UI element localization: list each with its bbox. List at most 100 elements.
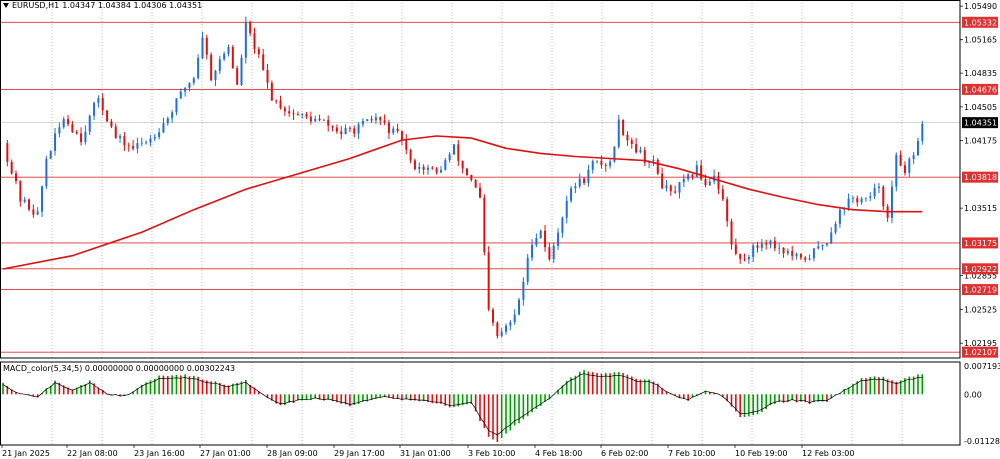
level-price-badge	[962, 171, 998, 183]
candle-body	[695, 165, 698, 177]
candle-body	[357, 124, 360, 134]
macd-histogram	[2, 369, 924, 443]
candle-body	[41, 186, 44, 212]
time-tick-label: 22 Jan 08:00	[67, 449, 118, 458]
chart-header: EURUSD,H1 1.04347 1.04384 1.04306 1.0435…	[3, 1, 202, 10]
candle-body	[496, 322, 499, 337]
price-tick-label: 1.04175	[964, 137, 997, 146]
candle-body	[374, 117, 377, 121]
candle-body	[353, 128, 356, 134]
candle-body	[483, 197, 486, 253]
candle-body	[682, 179, 685, 183]
candle-body	[665, 185, 668, 189]
candle-body	[288, 111, 291, 114]
candle-body	[318, 118, 321, 121]
candle-body	[426, 167, 429, 170]
candle-body	[661, 173, 664, 189]
candle-body	[292, 113, 295, 115]
candle-body	[62, 119, 65, 128]
candle-body	[500, 331, 503, 337]
candle-body	[795, 253, 798, 256]
candle-body	[283, 108, 286, 112]
candle-body	[687, 174, 690, 180]
candle-body	[799, 253, 802, 258]
candle-body	[908, 159, 911, 173]
price-tick-label: 1.02855	[964, 272, 997, 281]
candle-body	[32, 209, 35, 215]
candle-body	[487, 252, 490, 310]
candle-body	[84, 131, 87, 143]
candle-body	[214, 70, 217, 81]
candle-body	[565, 200, 568, 218]
macd-tick-label: 0.00	[964, 390, 982, 399]
chart-frames	[0, 0, 961, 446]
level-price-badge	[962, 346, 998, 358]
candle-body	[205, 37, 208, 55]
candle-body	[370, 119, 373, 121]
candle-body	[860, 198, 863, 203]
candle-body	[817, 246, 820, 249]
candle-body	[413, 160, 416, 170]
candle-body	[596, 160, 599, 162]
candle-body	[253, 33, 256, 49]
candle-body	[431, 167, 434, 169]
time-axis[interactable]: 21 Jan 2025 22 Jan 08:00 23 Jan 16:00 27 Ja…	[1, 445, 854, 458]
candle-body	[396, 128, 399, 132]
candle-body	[721, 189, 724, 200]
candle-body	[231, 47, 234, 69]
candle-body	[873, 188, 876, 197]
candle-body	[544, 230, 547, 248]
candle-body	[75, 131, 78, 134]
candle-body	[526, 257, 529, 282]
price-axis[interactable]: 1.05490 1.05165 1.04835 1.04505 1.04175 1.035…	[960, 2, 998, 358]
candle-body	[266, 69, 269, 83]
candle-body	[10, 161, 13, 174]
horizontal-levels[interactable]	[0, 21, 960, 353]
candle-body	[275, 100, 278, 102]
candle-body	[192, 78, 195, 83]
time-tick-label: 21 Jan 2025	[2, 449, 50, 458]
price-tick-label: 1.05490	[964, 2, 997, 11]
level-price-badge	[962, 237, 998, 249]
candle-body	[379, 117, 382, 121]
candle-body	[361, 121, 364, 125]
candle-body	[240, 57, 243, 85]
candle-body	[348, 127, 351, 129]
candle-body	[166, 118, 169, 124]
candle-body	[119, 136, 122, 139]
candle-body	[97, 98, 100, 103]
level-price-badge	[962, 284, 998, 296]
time-tick-label: 28 Jan 09:00	[267, 449, 318, 458]
macd-tick-label: -0.0112823	[964, 437, 1000, 446]
candle-body	[509, 322, 512, 326]
candle-body	[110, 121, 113, 127]
candle-body	[838, 209, 841, 224]
candle-body	[6, 143, 9, 162]
candle-body	[49, 150, 52, 159]
candle-body	[877, 186, 880, 189]
candle-body	[812, 248, 815, 259]
candle-body	[622, 119, 625, 135]
candle-body	[626, 134, 629, 141]
candle-body	[140, 142, 143, 144]
candle-body	[691, 174, 694, 177]
indicator-pane-frame	[0, 361, 961, 446]
candle-body	[36, 211, 39, 215]
time-tick-label: 12 Feb 03:00	[802, 449, 854, 458]
candle-body	[630, 140, 633, 144]
time-tick-label: 3 Feb 10:00	[468, 449, 515, 458]
candle-body	[344, 127, 347, 135]
moving-average	[2, 135, 923, 270]
collapse-arrow-icon[interactable]	[3, 3, 9, 8]
candle-body	[457, 144, 460, 161]
candle-body	[418, 166, 421, 170]
candle-body	[201, 37, 204, 58]
current-price-label: 1.04351	[964, 119, 997, 128]
candle-body	[175, 98, 178, 113]
candle-body	[171, 112, 174, 119]
level-price-label: 1.02922	[964, 265, 997, 274]
price-tick-label: 1.04835	[964, 69, 997, 78]
candle-body	[591, 161, 594, 170]
candle-body	[444, 160, 447, 170]
